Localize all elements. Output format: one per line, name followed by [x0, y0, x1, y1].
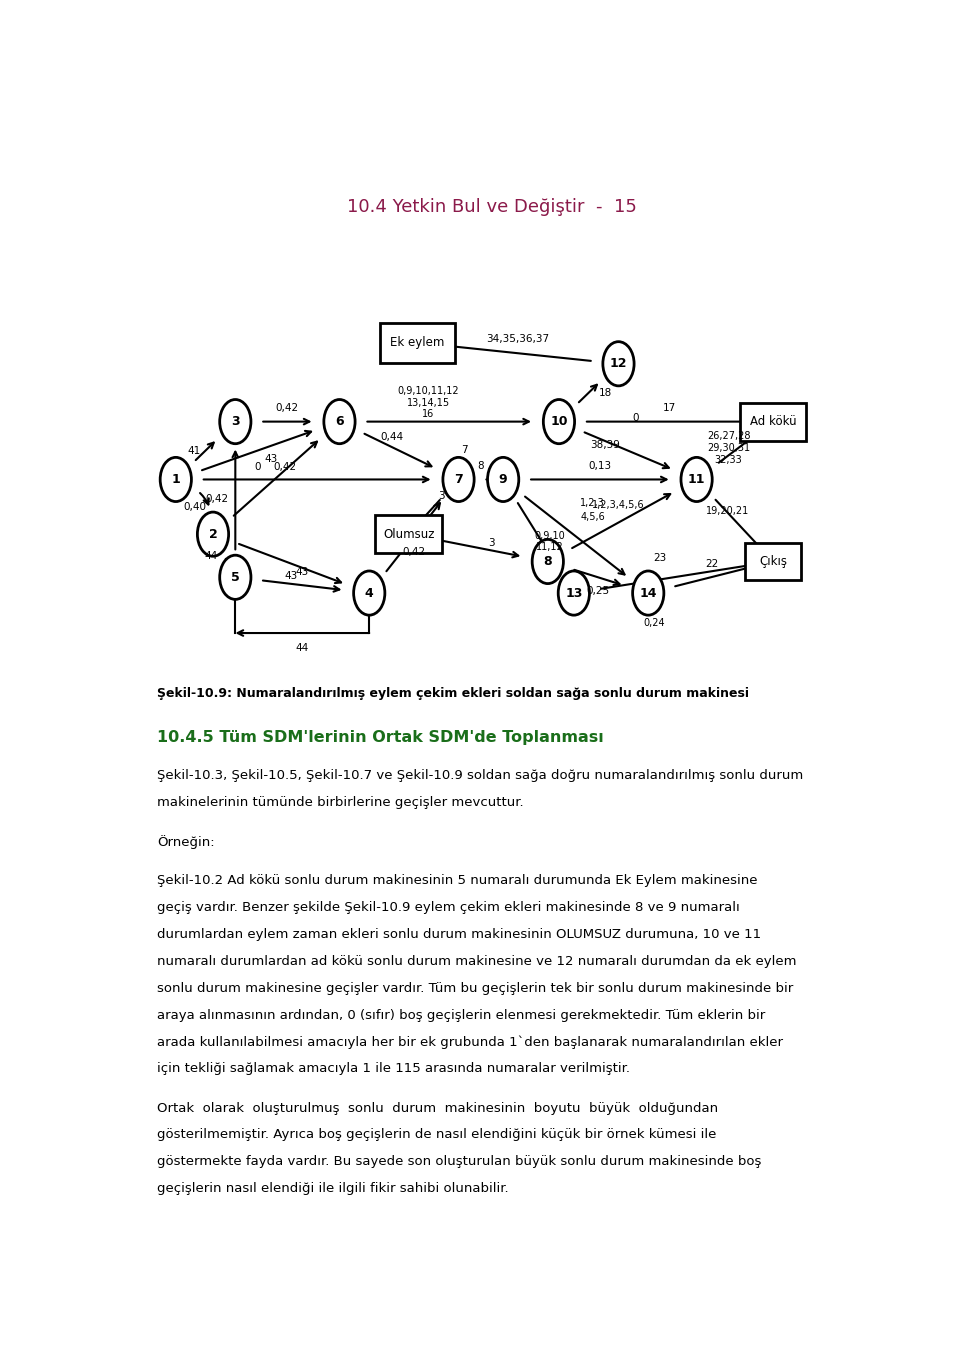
Text: 0,40: 0,40 — [183, 501, 205, 512]
Text: Ad kökü: Ad kökü — [750, 415, 797, 428]
Text: 4: 4 — [365, 586, 373, 600]
Text: araya alınmasının ardından, 0 (sıfır) boş geçişlerin elenmesi gerekmektedir. Tüm: araya alınmasının ardından, 0 (sıfır) bo… — [157, 1008, 765, 1022]
Circle shape — [532, 540, 564, 583]
Text: 3: 3 — [438, 492, 444, 501]
Text: 5: 5 — [231, 571, 240, 583]
Circle shape — [160, 458, 191, 501]
FancyBboxPatch shape — [380, 322, 455, 363]
Text: Şekil-10.3, Şekil-10.5, Şekil-10.7 ve Şekil-10.9 soldan sağa doğru numaralandırı: Şekil-10.3, Şekil-10.5, Şekil-10.7 ve Şe… — [157, 769, 804, 781]
Circle shape — [198, 512, 228, 556]
Text: 0,44: 0,44 — [380, 432, 403, 441]
Circle shape — [353, 571, 385, 615]
Text: 22: 22 — [706, 559, 719, 568]
Text: 0,13: 0,13 — [588, 460, 612, 471]
Text: 12: 12 — [610, 358, 627, 370]
Text: 0,24: 0,24 — [643, 617, 665, 627]
Circle shape — [220, 555, 251, 600]
Text: 13: 13 — [565, 586, 583, 600]
Text: 10.4 Yetkin Bul ve Değiştir  -  15: 10.4 Yetkin Bul ve Değiştir - 15 — [348, 198, 636, 216]
Text: 17: 17 — [663, 403, 677, 413]
Text: 44: 44 — [204, 550, 217, 560]
Text: 11: 11 — [688, 473, 706, 486]
Text: 0,9,10
11,12: 0,9,10 11,12 — [535, 531, 565, 552]
Text: 2: 2 — [208, 527, 217, 541]
Text: 4,5,6: 4,5,6 — [580, 512, 605, 522]
Text: Örneğin:: Örneğin: — [157, 835, 215, 848]
Text: 43: 43 — [284, 571, 298, 582]
Text: 8: 8 — [477, 460, 484, 471]
Text: 0: 0 — [254, 462, 261, 471]
Text: için tekliği sağlamak amacıyla 1 ile 115 arasında numaralar verilmiştir.: için tekliği sağlamak amacıyla 1 ile 115… — [157, 1063, 630, 1075]
Text: Çıkış: Çıkış — [759, 555, 787, 568]
Text: Ortak  olarak  oluşturulmuş  sonlu  durum  makinesinin  boyutu  büyük  olduğunda: Ortak olarak oluşturulmuş sonlu durum ma… — [157, 1101, 718, 1115]
Text: 14: 14 — [639, 586, 657, 600]
Text: göstermekte fayda vardır. Bu sayede son oluşturulan büyük sonlu durum makinesind: göstermekte fayda vardır. Bu sayede son … — [157, 1156, 761, 1168]
Text: 8: 8 — [543, 555, 552, 568]
Text: 1: 1 — [172, 473, 180, 486]
Text: durumlardan eylem zaman ekleri sonlu durum makinesinin OLUMSUZ durumuna, 10 ve 1: durumlardan eylem zaman ekleri sonlu dur… — [157, 928, 761, 941]
Text: 19,20,21: 19,20,21 — [706, 505, 749, 516]
Text: 1,2,3: 1,2,3 — [580, 497, 605, 508]
Text: 7: 7 — [454, 473, 463, 486]
Text: gösterilmemiştir. Ayrıca boş geçişlerin de nasıl elendiğini küçük bir örnek küme: gösterilmemiştir. Ayrıca boş geçişlerin … — [157, 1128, 716, 1142]
Text: 10: 10 — [550, 415, 567, 428]
Text: 0,25: 0,25 — [587, 586, 610, 596]
Text: 10.4.5 Tüm SDM'lerinin Ortak SDM'de Toplanması: 10.4.5 Tüm SDM'lerinin Ortak SDM'de Topl… — [157, 729, 604, 744]
Text: 0,9,10,11,12
13,14,15
16: 0,9,10,11,12 13,14,15 16 — [397, 387, 459, 419]
FancyBboxPatch shape — [375, 515, 443, 553]
Text: 0,42: 0,42 — [276, 403, 299, 413]
Text: 0,42: 0,42 — [205, 494, 228, 504]
Circle shape — [681, 458, 712, 501]
Circle shape — [633, 571, 664, 615]
Text: 43: 43 — [296, 567, 309, 576]
FancyBboxPatch shape — [745, 542, 802, 581]
Circle shape — [603, 342, 635, 385]
Text: makinelerinin tümünde birbirlerine geçişler mevcuttur.: makinelerinin tümünde birbirlerine geçiş… — [157, 795, 524, 809]
Text: 41: 41 — [187, 445, 201, 455]
Circle shape — [443, 458, 474, 501]
Text: geçişlerin nasıl elendiği ile ilgili fikir sahibi olunabilir.: geçişlerin nasıl elendiği ile ilgili fik… — [157, 1182, 509, 1195]
Text: 43: 43 — [264, 454, 277, 464]
Text: 9: 9 — [499, 473, 508, 486]
Text: Şekil-10.9: Numaralandırılmış eylem çekim ekleri soldan sağa sonlu durum makines: Şekil-10.9: Numaralandırılmış eylem çeki… — [157, 687, 749, 699]
Text: 0: 0 — [632, 414, 638, 423]
Circle shape — [324, 399, 355, 444]
Text: 7: 7 — [461, 445, 468, 455]
Circle shape — [220, 399, 251, 444]
Text: 3: 3 — [231, 415, 240, 428]
Text: numaralı durumlardan ad kökü sonlu durum makinesine ve 12 numaralı durumdan da e: numaralı durumlardan ad kökü sonlu durum… — [157, 955, 797, 968]
Text: 34,35,36,37: 34,35,36,37 — [487, 333, 550, 343]
FancyBboxPatch shape — [740, 403, 806, 441]
Circle shape — [543, 399, 575, 444]
Circle shape — [558, 571, 589, 615]
Circle shape — [488, 458, 518, 501]
Text: 0,42: 0,42 — [402, 546, 425, 557]
Text: geçiş vardır. Benzer şekilde Şekil-10.9 eylem çekim ekleri makinesinde 8 ve 9 nu: geçiş vardır. Benzer şekilde Şekil-10.9 … — [157, 902, 740, 914]
Text: 26,27,28
29,30,31
32,33: 26,27,28 29,30,31 32,33 — [707, 432, 751, 464]
Text: Şekil-10.2 Ad kökü sonlu durum makinesinin 5 numaralı durumunda Ek Eylem makines: Şekil-10.2 Ad kökü sonlu durum makinesin… — [157, 874, 757, 888]
Text: 23: 23 — [654, 553, 667, 563]
Text: sonlu durum makinesine geçişler vardır. Tüm bu geçişlerin tek bir sonlu durum ma: sonlu durum makinesine geçişler vardır. … — [157, 982, 794, 994]
Text: arada kullanılabilmesi amacıyla her bir ek grubunda 1`den başlanarak numaralandı: arada kullanılabilmesi amacıyla her bir … — [157, 1035, 783, 1049]
Text: 18: 18 — [598, 388, 612, 398]
Text: 44: 44 — [296, 643, 309, 653]
Text: 6: 6 — [335, 415, 344, 428]
Text: Olumsuz: Olumsuz — [383, 527, 435, 541]
Text: Ek eylem: Ek eylem — [391, 336, 444, 350]
Text: 0,42: 0,42 — [274, 462, 297, 473]
Text: 1,2,3,4,5,6: 1,2,3,4,5,6 — [592, 500, 645, 510]
Text: 3: 3 — [489, 538, 495, 548]
Text: 38,39: 38,39 — [590, 440, 620, 449]
